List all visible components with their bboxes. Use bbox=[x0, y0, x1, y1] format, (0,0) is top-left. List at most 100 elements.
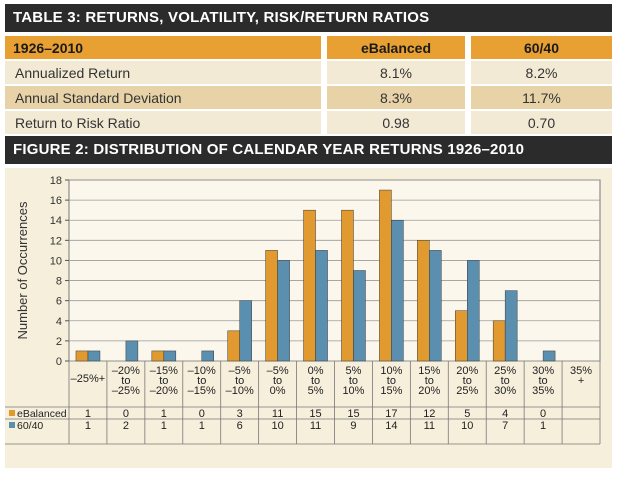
data-table-value: 1 bbox=[199, 420, 205, 432]
data-table-value: 4 bbox=[502, 408, 508, 420]
y-tick-label: 6 bbox=[56, 296, 62, 308]
x-tick-label: to bbox=[501, 375, 510, 387]
row-value-ebalanced: 0.98 bbox=[327, 111, 465, 134]
bar-sixty-forty bbox=[315, 250, 328, 362]
data-table-value: 10 bbox=[271, 420, 283, 432]
bar-sixty-forty bbox=[125, 340, 139, 362]
bar-ebalanced bbox=[227, 330, 240, 362]
bar-ebalanced bbox=[492, 320, 506, 362]
x-tick-label: 20% bbox=[456, 365, 478, 377]
table-header-period: 1926–2010 bbox=[5, 36, 321, 59]
data-table-value: 17 bbox=[385, 408, 397, 420]
bar-sixty-forty bbox=[277, 260, 290, 362]
data-table-value: 1 bbox=[540, 420, 546, 432]
y-tick-label: 18 bbox=[50, 175, 62, 187]
y-tick-label: 0 bbox=[56, 356, 62, 368]
x-tick-label: 35% bbox=[570, 365, 592, 377]
bar-sixty-forty bbox=[163, 350, 177, 362]
bar-sixty-forty bbox=[467, 260, 480, 362]
table-title: TABLE 3: RETURNS, VOLATILITY, RISK/RETUR… bbox=[5, 4, 612, 32]
bar-ebalanced bbox=[341, 209, 354, 362]
bar-sixty-forty bbox=[429, 250, 442, 362]
data-table-value: 6 bbox=[237, 420, 243, 432]
data-table-value: 2 bbox=[123, 420, 129, 432]
x-tick-label: –10% bbox=[188, 365, 216, 377]
data-table-value: 14 bbox=[385, 420, 397, 432]
bar-ebalanced bbox=[265, 250, 278, 362]
x-tick-label: 20% bbox=[418, 385, 440, 397]
row-value-sixty-forty: 0.70 bbox=[471, 111, 612, 134]
x-tick-label: to bbox=[387, 375, 396, 387]
x-tick-label: 15% bbox=[418, 365, 440, 377]
row-value-ebalanced: 8.1% bbox=[327, 61, 465, 84]
data-table-value: 1 bbox=[161, 420, 167, 432]
x-tick-label: to bbox=[349, 375, 358, 387]
y-tick-label: 8 bbox=[56, 276, 62, 288]
chart-panel: 0 2 4 6 8 10 12 14 16 18 Number of Occurrences –25%… bbox=[5, 168, 612, 468]
returns-table: 1926–2010 eBalanced 60/40 Annualized Ret… bbox=[5, 34, 612, 136]
y-axis-title: Number of Occurrences bbox=[15, 201, 30, 339]
figure-title: FIGURE 2: DISTRIBUTION OF CALENDAR YEAR … bbox=[5, 136, 612, 164]
x-tick-label: –25%+ bbox=[71, 373, 106, 385]
bar-sixty-forty bbox=[504, 290, 518, 362]
x-tick-label: –20% bbox=[150, 385, 178, 397]
data-table-value: 1 bbox=[161, 408, 167, 420]
x-tick-label: –20% bbox=[112, 365, 140, 377]
x-tick-label: to bbox=[273, 375, 282, 387]
x-tick-label: to bbox=[539, 375, 548, 387]
table-row: Return to Risk Ratio 0.98 0.70 bbox=[5, 111, 612, 134]
x-tick-label: 0% bbox=[308, 365, 324, 377]
x-tick-label: + bbox=[578, 375, 584, 387]
bar-ebalanced bbox=[455, 310, 468, 362]
table-row: Annualized Return 8.1% 8.2% bbox=[5, 61, 612, 84]
x-tick-label: –15% bbox=[188, 385, 216, 397]
x-tick-label: 5% bbox=[346, 365, 362, 377]
x-tick-label: 0% bbox=[270, 385, 286, 397]
bar-ebalanced bbox=[417, 240, 430, 362]
table-row: Annual Standard Deviation 8.3% 11.7% bbox=[5, 86, 612, 109]
bar-sixty-forty bbox=[87, 350, 101, 362]
data-table-value: 7 bbox=[502, 420, 508, 432]
x-tick-label: 35% bbox=[532, 385, 554, 397]
row-value-sixty-forty: 11.7% bbox=[471, 86, 612, 109]
data-table-value: 9 bbox=[350, 420, 356, 432]
x-tick-label: 30% bbox=[532, 365, 554, 377]
row-label: Return to Risk Ratio bbox=[5, 111, 321, 134]
x-tick-label: 10% bbox=[380, 365, 402, 377]
data-table-value: 15 bbox=[309, 408, 321, 420]
legend-label-sixty-forty: 60/40 bbox=[17, 420, 43, 432]
bar-ebalanced bbox=[75, 350, 89, 362]
data-table-value: 11 bbox=[310, 420, 321, 432]
data-table-value: 12 bbox=[423, 408, 435, 420]
x-tick-label: 15% bbox=[380, 385, 402, 397]
y-tick-label: 16 bbox=[50, 195, 62, 207]
data-table-value: 0 bbox=[199, 408, 205, 420]
row-label: Annual Standard Deviation bbox=[5, 86, 321, 109]
bar-ebalanced bbox=[303, 209, 316, 362]
x-tick-label: to bbox=[159, 375, 168, 387]
x-tick-label: to bbox=[197, 375, 206, 387]
x-tick-label: 5% bbox=[308, 385, 324, 397]
y-tick-label: 14 bbox=[50, 215, 62, 227]
data-table-value: 1 bbox=[85, 420, 91, 432]
x-tick-label: to bbox=[463, 375, 472, 387]
bar-sixty-forty bbox=[201, 350, 214, 362]
bar-sixty-forty bbox=[391, 219, 404, 362]
legend-label-ebalanced: eBalanced bbox=[17, 408, 67, 420]
x-tick-label: –5% bbox=[267, 365, 289, 377]
data-table-value: 10 bbox=[461, 420, 473, 432]
x-tick-label: to bbox=[311, 375, 320, 387]
row-label: Annualized Return bbox=[5, 61, 321, 84]
data-table-value: 1 bbox=[85, 408, 91, 420]
data-table-value: 0 bbox=[540, 408, 546, 420]
x-tick-label: –25% bbox=[112, 385, 140, 397]
x-tick-label: –10% bbox=[226, 385, 254, 397]
plot-area bbox=[68, 179, 601, 362]
data-table-value: 0 bbox=[123, 408, 129, 420]
x-tick-label: 10% bbox=[342, 385, 364, 397]
legend-swatch-sixty-forty bbox=[9, 422, 15, 428]
data-table-value: 3 bbox=[237, 408, 243, 420]
bar-sixty-forty bbox=[353, 270, 366, 362]
table-header-row: 1926–2010 eBalanced 60/40 bbox=[5, 36, 612, 59]
data-table-value: 15 bbox=[347, 408, 359, 420]
